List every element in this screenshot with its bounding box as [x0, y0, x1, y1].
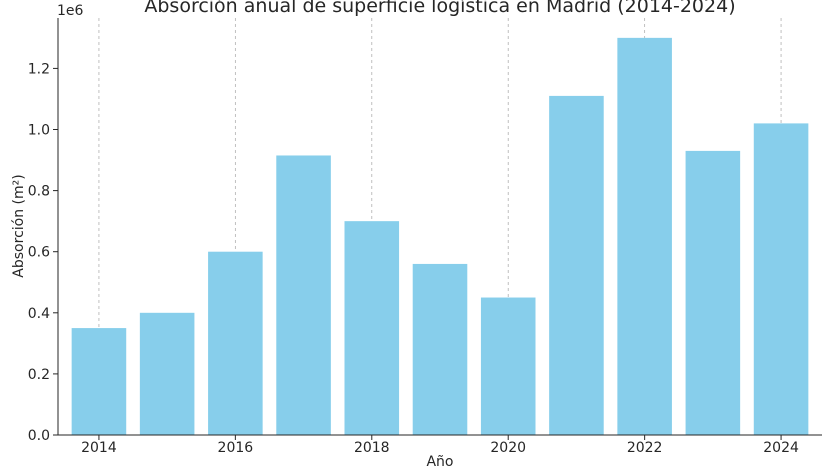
bar-2020 — [480, 297, 536, 435]
bar-2019 — [412, 263, 468, 435]
x-tick-label-2018: 2018 — [354, 440, 390, 456]
y-axis-title: Absorción (m²) — [11, 174, 27, 277]
bar-2021 — [549, 95, 604, 436]
bar-2016 — [208, 251, 263, 435]
bar-2015 — [139, 312, 195, 435]
y-tick-label-4: 0.8 — [28, 184, 50, 200]
bars — [71, 37, 809, 436]
x-tick-label-2024: 2024 — [763, 440, 799, 456]
y-tick-label-3: 0.6 — [28, 245, 50, 261]
x-axis-title: Año — [426, 454, 453, 467]
x-tick-label-2014: 2014 — [81, 440, 117, 456]
y-tick-label-2: 0.4 — [28, 306, 50, 322]
chart-title: Absorción anual de superficie logística … — [144, 0, 735, 17]
x-tick-label-2022: 2022 — [627, 440, 663, 456]
bar-2023 — [685, 150, 741, 435]
y-ticks: 0.0 0.2 0.4 0.6 0.8 1.0 1.2 — [28, 61, 58, 444]
x-tick-label-2020: 2020 — [490, 440, 526, 456]
bar-2017 — [276, 155, 331, 435]
y-offset-label: 1e6 — [57, 3, 84, 19]
x-tick-label-2016: 2016 — [218, 440, 254, 456]
bar-2018 — [344, 221, 400, 435]
y-tick-label-5: 1.0 — [28, 123, 50, 139]
bar-2022 — [617, 37, 672, 435]
bar-2024 — [753, 123, 809, 436]
y-tick-label-0: 0.0 — [28, 428, 50, 444]
y-tick-label-6: 1.2 — [28, 61, 50, 77]
x-ticks: 2014 2016 2018 2020 2022 2024 — [81, 435, 799, 456]
axes — [57, 18, 822, 436]
y-tick-label-1: 0.2 — [28, 367, 50, 383]
bar-2014 — [71, 328, 127, 435]
